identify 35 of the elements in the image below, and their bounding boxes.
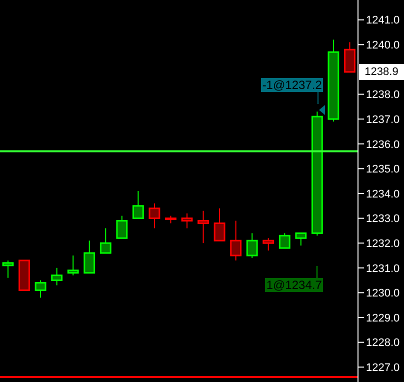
candlestick [344, 42, 356, 73]
y-tick-label: 1228.0 [366, 337, 400, 350]
candlestick [230, 220, 242, 261]
y-tick-label: 1230.0 [366, 288, 400, 300]
y-tick-label: 1231.0 [366, 262, 400, 275]
candlestick [132, 190, 144, 220]
y-tick-label: 1233.0 [366, 213, 400, 226]
candlestick [100, 228, 112, 254]
y-tick-label: 1229.0 [366, 312, 400, 324]
candlestick [262, 238, 274, 252]
candlestick [34, 280, 46, 298]
candlestick [84, 240, 96, 274]
y-tick-label: 1238.0 [366, 89, 400, 102]
candlestick [51, 267, 63, 286]
text: 1238.9 [359, 64, 404, 80]
candlestick [148, 202, 160, 229]
candlestick [116, 215, 128, 239]
candlestick [278, 232, 290, 249]
y-tick-label: 1234.0 [366, 188, 400, 200]
y-tick-label: 1232.0 [366, 238, 400, 250]
y-tick-label: 1227.0 [366, 362, 400, 374]
y-tick-label: 1237.0 [366, 114, 400, 126]
candlestick [295, 232, 307, 246]
candlestick [198, 210, 209, 244]
candlestick [246, 232, 258, 258]
y-tick-label: 1235.0 [366, 164, 400, 176]
candlestick [214, 208, 226, 242]
annotation: 1@1234.7 [265, 278, 323, 292]
y-tick-label: 1240.0 [366, 40, 400, 52]
candlestick [181, 212, 193, 229]
y-tick-label: 1236.0 [366, 138, 400, 151]
annotation: -1@1237.2 [261, 78, 323, 92]
candlestick [2, 260, 14, 278]
y-tick-label: 1241.0 [366, 14, 400, 27]
candlestick [67, 254, 79, 276]
